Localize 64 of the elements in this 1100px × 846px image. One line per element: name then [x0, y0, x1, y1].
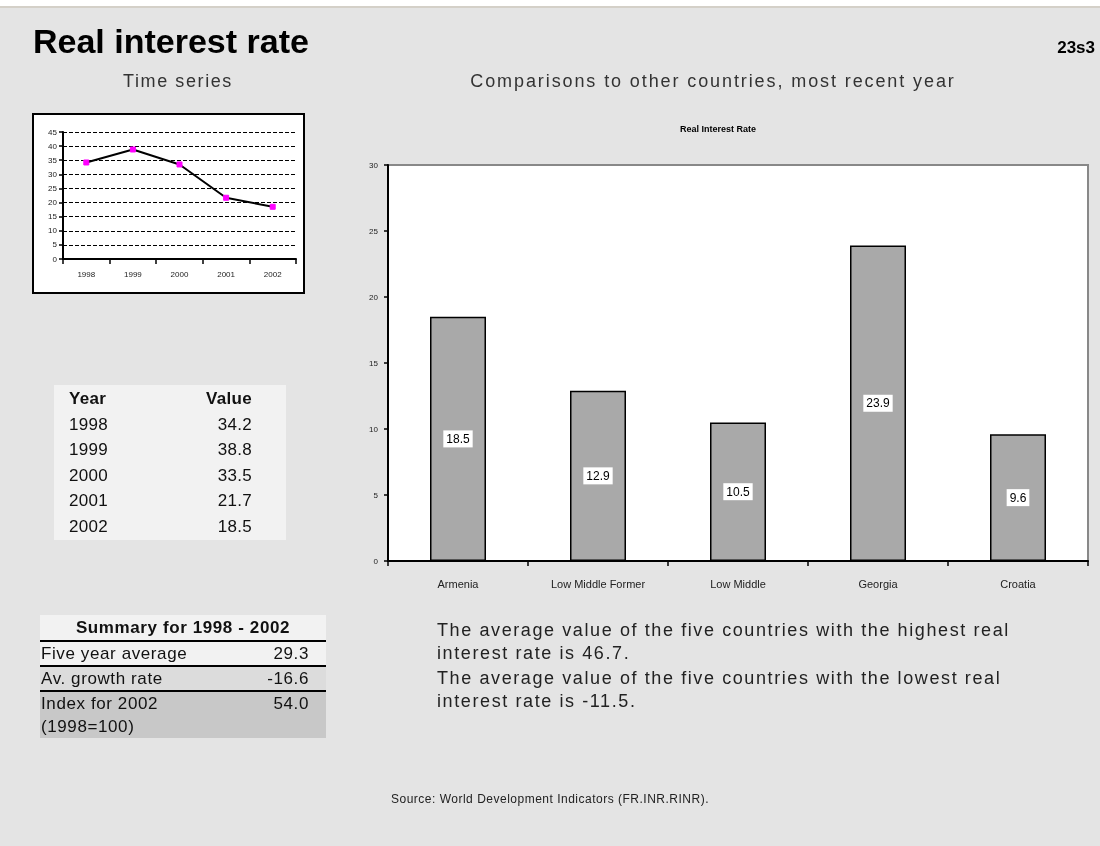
- data-label: 18.5: [446, 431, 470, 446]
- text: 2002: [69, 516, 109, 537]
- y-tick-label: 25: [48, 183, 58, 193]
- x-tick-label: Low Middle Former: [550, 577, 646, 590]
- x-tick-label: 2001: [217, 269, 236, 279]
- point: [129, 146, 136, 153]
- y-tick-label: 5: [373, 490, 379, 500]
- y-tick-label: 10: [369, 424, 379, 434]
- y-tick-label: 0: [373, 556, 379, 566]
- point: [269, 203, 276, 210]
- x-tick-label: Armenia: [437, 577, 480, 590]
- data-label: 23.9: [866, 396, 890, 411]
- data-label: 9.6: [1009, 490, 1027, 505]
- x-tick-label: Croatia: [1000, 577, 1037, 590]
- data-label: 10.5: [726, 484, 750, 499]
- text: 18.5: [217, 516, 252, 537]
- text: 23s3: [1057, 38, 1095, 58]
- source-note: Source: World Development Indicators (FR.INR.RINR).: [390, 792, 710, 806]
- text: Year: [69, 388, 107, 409]
- data-label: 54.0: [273, 693, 309, 715]
- x-tick-label: 1998: [77, 269, 96, 279]
- y-tick-label: 35: [48, 155, 58, 165]
- y-tick-label: 20: [369, 292, 379, 302]
- text: 2001: [69, 491, 109, 512]
- y-tick-label: 0: [52, 254, 58, 264]
- point: [83, 159, 90, 166]
- text: 2000: [69, 465, 109, 486]
- category-label: Index for 2002 (1998=100): [41, 694, 159, 736]
- x-tick-label: 1999: [124, 269, 143, 279]
- y-tick-label: 15: [369, 358, 379, 368]
- y-tick-label: 20: [48, 198, 58, 208]
- category-label: Av. growth rate: [41, 669, 163, 688]
- y-tick-label: 45: [48, 127, 58, 137]
- text: Value: [206, 388, 252, 409]
- text: Summary for 1998 - 2002: [75, 617, 291, 638]
- point: [176, 161, 183, 168]
- y-tick-label: 30: [369, 160, 379, 170]
- data-label: 29.3: [273, 643, 309, 665]
- y-tick-label: 5: [52, 240, 58, 250]
- chart-subtitle: Comparisons to other countries, most recent year: [470, 71, 956, 91]
- x-tick-label: 2000: [170, 269, 189, 279]
- point: [223, 194, 230, 201]
- text: 38.8: [217, 440, 252, 461]
- y-tick-label: 40: [48, 141, 58, 151]
- data-label: 12.9: [586, 468, 610, 483]
- text: The average value of the five countries with the lowest real interest rate is -11.5.: [437, 667, 1003, 713]
- text: The average value of the five countries with the highest real interest rate is 46.7.: [437, 619, 1011, 665]
- text: 1999: [69, 440, 109, 461]
- x-tick-label: Georgia: [858, 577, 899, 590]
- text: 21.7: [217, 491, 252, 512]
- x-tick-label: Low Middle: [710, 577, 766, 590]
- x-tick-label: 2002: [263, 269, 283, 279]
- text: 1998: [69, 414, 109, 435]
- y-tick-label: 30: [48, 169, 58, 179]
- y-tick-label: 15: [48, 212, 58, 222]
- chart-subtitle: Time series: [123, 71, 233, 91]
- text: 34.2: [217, 414, 252, 435]
- y-tick-label: 10: [48, 226, 58, 236]
- data-label: -16.6: [267, 668, 309, 690]
- text: 33.5: [217, 465, 252, 486]
- chart-title: Real interest rate: [33, 22, 309, 60]
- chart-title: Real Interest Rate: [679, 123, 757, 134]
- y-tick-label: 25: [369, 226, 379, 236]
- category-label: Five year average: [41, 644, 188, 663]
